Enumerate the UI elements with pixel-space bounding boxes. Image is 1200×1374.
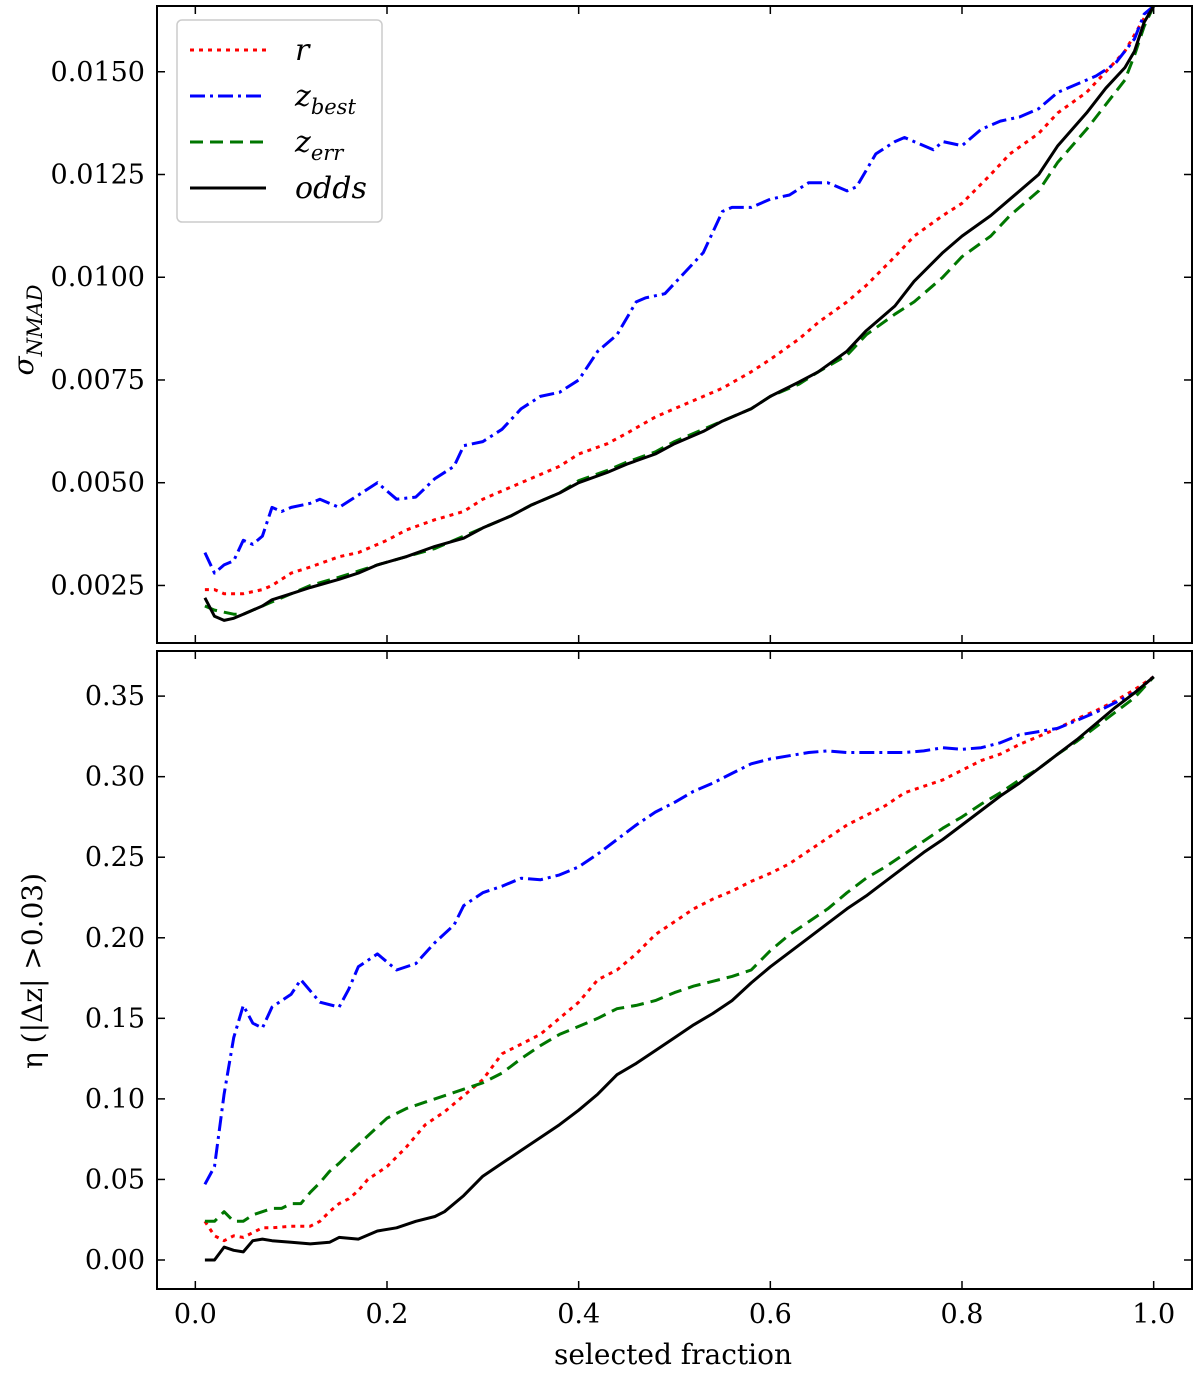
- series-line-zerr-bottom: [204, 675, 1155, 1223]
- legend-box: [176, 19, 383, 223]
- legend-label-zerr: zerr: [294, 125, 345, 165]
- y-tick-label: 0.15: [85, 1003, 145, 1034]
- y-tick-label: 0.00: [85, 1245, 145, 1276]
- y-axis-label-bottom: η (|Δz| >0.03): [16, 873, 49, 1069]
- y-tick-label: 0.20: [85, 923, 145, 954]
- x-tick-label: 0.8: [941, 1299, 984, 1330]
- legend: r zbest zerr odds: [176, 19, 383, 223]
- series-line-zbest-top: [203, 4, 1155, 575]
- curves-bottom: [203, 675, 1155, 1262]
- y-tick-label: 0.0150: [51, 57, 145, 88]
- ticks-bottom: 0.0 0.2 0.4 0.6 0.8 1.0 0.00 0.05 0.10 0.15 0.20 0.…: [85, 651, 1192, 1330]
- y-tick-label: 0.25: [85, 842, 145, 873]
- x-tick-label: 1.0: [1132, 1299, 1175, 1330]
- y-tick-label: 0.0125: [51, 159, 145, 190]
- y-tick-label: 0.30: [85, 762, 145, 793]
- x-axis-label: selected fraction: [554, 1338, 792, 1371]
- x-tick-label: 0.2: [366, 1299, 409, 1330]
- axes-frame-top: [156, 5, 1193, 644]
- y-axis-label-top: σNMAD: [7, 284, 47, 375]
- y-tick-label: 0.05: [85, 1164, 145, 1195]
- curves-top: [203, 4, 1156, 622]
- y-tick-label: 0.10: [85, 1084, 145, 1115]
- legend-label-r: r: [295, 33, 311, 68]
- series-line-r-bottom: [203, 675, 1155, 1243]
- y-tick-label: 0.0100: [51, 262, 145, 293]
- y-tick-label: 0.35: [85, 681, 145, 712]
- y-tick-label: 0.0025: [51, 570, 145, 601]
- panel-sigma-nmad: 0.0025 0.0050 0.0075 0.0100 0.0125 0.0150 σNM…: [7, 4, 1193, 644]
- x-tick-label: 0.4: [557, 1299, 600, 1330]
- legend-label-odds: odds: [295, 171, 367, 206]
- y-tick-label: 0.0075: [51, 365, 145, 396]
- axes-frame-bottom: [156, 650, 1193, 1290]
- series-line-odds-top: [203, 5, 1155, 622]
- x-tick-label: 0.6: [749, 1299, 792, 1330]
- series-line-zbest-bottom: [203, 675, 1155, 1186]
- y-tick-label: 0.0050: [51, 468, 145, 499]
- panel-eta: 0.0 0.2 0.4 0.6 0.8 1.0 0.00 0.05 0.10 0.15 0.20 0.…: [16, 650, 1193, 1371]
- legend-label-zbest: zbest: [294, 79, 356, 119]
- ticks-top: 0.0025 0.0050 0.0075 0.0100 0.0125 0.0150: [51, 6, 1192, 643]
- series-line-odds-bottom: [204, 675, 1155, 1262]
- x-tick-label: 0.0: [174, 1299, 217, 1330]
